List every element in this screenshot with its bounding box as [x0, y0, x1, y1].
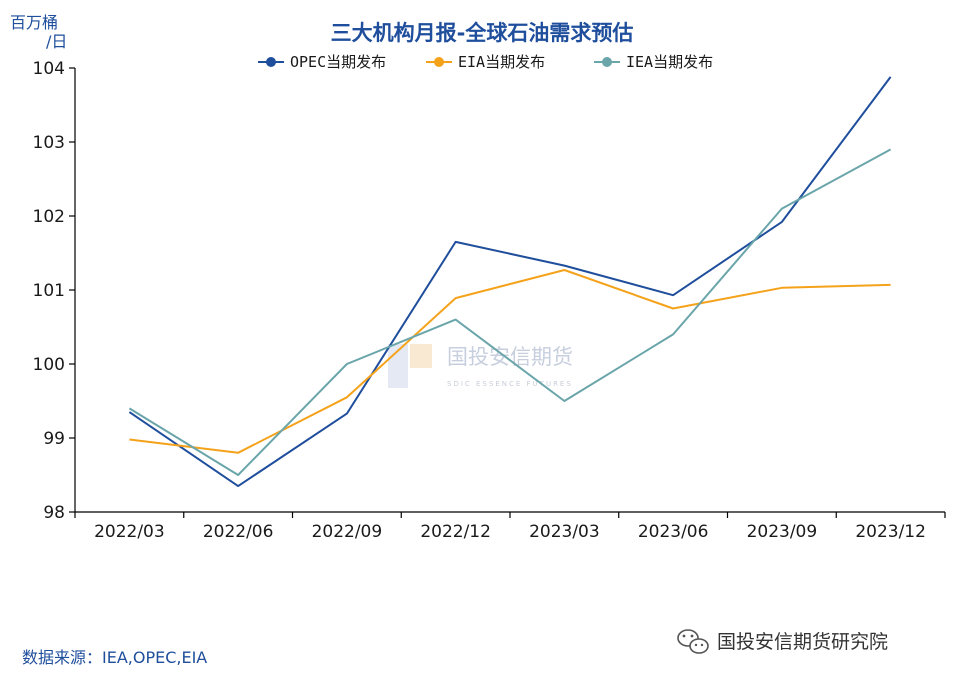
brand-text: 国投安信期货研究院 — [717, 631, 888, 653]
legend-label: IEA当期发布 — [626, 53, 713, 71]
y-tick-label: 100 — [33, 355, 65, 375]
x-tick-label: 2022/09 — [312, 522, 383, 542]
series-line-1 — [129, 269, 891, 454]
watermark-logo-right — [410, 344, 432, 368]
y-tick-label: 104 — [33, 59, 65, 79]
x-tick-label: 2023/03 — [529, 522, 600, 542]
legend-marker — [602, 57, 612, 67]
watermark: 国投安信期货 SDIC ESSENCE FUTURES — [388, 344, 573, 388]
source-text: 数据来源：IEA,OPEC,EIA — [22, 648, 207, 667]
x-tick-label: 2023/06 — [638, 522, 709, 542]
series-line-2 — [128, 148, 892, 476]
legend-label: OPEC当期发布 — [290, 53, 386, 71]
x-tick-label: 2022/03 — [94, 522, 165, 542]
legend-label: EIA当期发布 — [458, 53, 545, 71]
brand: 国投安信期货研究院 — [677, 629, 888, 654]
watermark-subtext: SDIC ESSENCE FUTURES — [447, 380, 573, 388]
legend: OPEC当期发布 EIA当期发布 IEA当期发布 — [258, 53, 713, 71]
series-line-0 — [128, 76, 892, 488]
series-lines — [128, 76, 892, 488]
x-tick-label: 2023/09 — [747, 522, 818, 542]
wechat-icon — [677, 629, 709, 654]
chart-title: 三大机构月报-全球石油需求预估 — [331, 21, 634, 45]
y-tick-label: 103 — [33, 133, 65, 153]
legend-marker — [266, 57, 276, 67]
x-tick-label: 2022/06 — [203, 522, 274, 542]
legend-item-2: IEA当期发布 — [594, 53, 713, 71]
y-tick-label: 101 — [33, 281, 65, 301]
legend-item-0: OPEC当期发布 — [258, 53, 386, 71]
y-unit-line2: /日 — [46, 32, 67, 51]
y-tick-label: 98 — [43, 503, 65, 523]
y-tick-label: 102 — [33, 207, 65, 227]
x-tick-label: 2022/12 — [420, 522, 491, 542]
y-tick-label: 99 — [43, 429, 65, 449]
y-unit-line1: 百万桶 — [10, 13, 58, 32]
x-tick-label: 2023/12 — [855, 522, 926, 542]
watermark-text: 国投安信期货 — [447, 345, 573, 369]
legend-marker — [434, 57, 444, 67]
y-ticks: 98 99 100 101 102 103 104 — [33, 59, 75, 523]
legend-item-1: EIA当期发布 — [426, 53, 545, 71]
x-ticks: 2022/03 2022/06 2022/09 2022/12 2023/03 2023/… — [74, 512, 946, 542]
